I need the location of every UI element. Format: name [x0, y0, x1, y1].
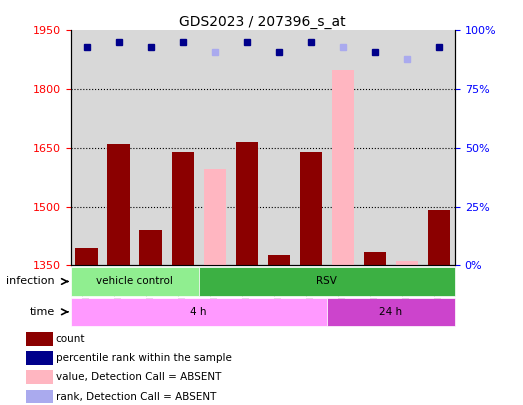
- Text: percentile rank within the sample: percentile rank within the sample: [55, 353, 232, 363]
- Bar: [172, 152, 194, 265]
- Bar: [332, 70, 354, 265]
- Bar: [75, 247, 98, 265]
- Bar: [268, 256, 290, 265]
- Bar: [235, 142, 258, 265]
- Bar: [363, 252, 386, 265]
- Bar: [428, 211, 450, 265]
- Text: value, Detection Call = ABSENT: value, Detection Call = ABSENT: [55, 372, 221, 382]
- Text: 24 h: 24 h: [379, 307, 403, 317]
- Bar: [140, 230, 162, 265]
- Text: 4 h: 4 h: [190, 307, 207, 317]
- Text: time: time: [29, 307, 54, 317]
- Bar: [71, 298, 327, 326]
- Bar: [26, 370, 53, 384]
- Title: GDS2023 / 207396_s_at: GDS2023 / 207396_s_at: [179, 15, 346, 29]
- Bar: [26, 332, 53, 346]
- Bar: [26, 351, 53, 365]
- Bar: [327, 298, 455, 326]
- Bar: [107, 144, 130, 265]
- Text: RSV: RSV: [316, 277, 337, 286]
- Bar: [26, 390, 53, 403]
- Text: rank, Detection Call = ABSENT: rank, Detection Call = ABSENT: [55, 392, 216, 401]
- Text: infection: infection: [6, 277, 54, 286]
- Bar: [71, 267, 199, 296]
- Text: vehicle control: vehicle control: [96, 277, 173, 286]
- Bar: [203, 169, 226, 265]
- Bar: [396, 261, 418, 265]
- Bar: [300, 152, 322, 265]
- Bar: [199, 267, 455, 296]
- Text: count: count: [55, 334, 85, 344]
